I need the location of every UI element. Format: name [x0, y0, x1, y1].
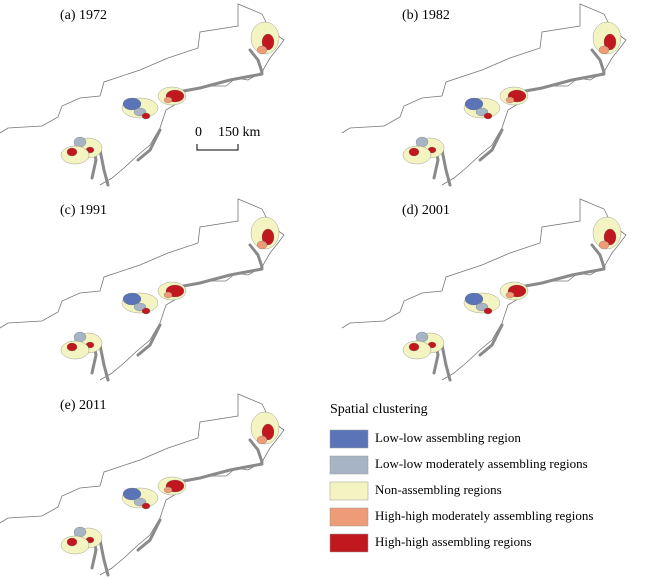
cluster-area: [163, 96, 173, 104]
panel-label: (d) 2001: [402, 203, 450, 218]
map-panel: (a) 1972 0 150 km: [0, 3, 285, 187]
cluster-area: [415, 331, 429, 343]
cluster-area: [261, 228, 275, 246]
cluster-area: [603, 33, 617, 51]
cluster-area: [475, 302, 489, 312]
coastline: [518, 267, 606, 289]
legend-label: Non-assembling regions: [375, 482, 502, 497]
cluster-area: [261, 33, 275, 51]
coastline: [590, 243, 606, 269]
cluster-area: [122, 97, 142, 111]
map-panel: (d) 2001: [341, 198, 627, 382]
panel-label: (a) 1972: [60, 8, 107, 23]
region-outline: [0, 3, 285, 186]
panel-label: (c) 1991: [60, 203, 107, 218]
legend-swatch: [329, 507, 369, 527]
cluster-area: [73, 331, 87, 343]
legend-swatch: [329, 429, 369, 449]
map-panels: (a) 1972 0 150 km (b) 1982 (c) 1991 (d) 2001 (…: [0, 3, 627, 577]
legend-swatch: [329, 481, 369, 501]
cluster-area: [483, 307, 493, 315]
cluster-area: [261, 423, 275, 441]
coastline: [176, 267, 264, 289]
coastline: [518, 72, 606, 94]
cluster-area: [141, 307, 151, 315]
cluster-area: [141, 112, 151, 120]
coastline: [248, 243, 264, 269]
map-panel: (b) 1982: [341, 3, 627, 187]
map-panel: (c) 1991: [0, 198, 285, 382]
coastline: [98, 343, 110, 382]
cluster-area: [122, 487, 142, 501]
coastline: [440, 343, 452, 382]
region-outline: [0, 198, 285, 381]
scale-start: 0: [195, 125, 202, 140]
cluster-area: [141, 502, 151, 510]
coastline: [136, 518, 162, 552]
coastline: [176, 72, 264, 94]
region-outline: [341, 3, 627, 186]
coastline: [590, 48, 606, 74]
panel-label: (e) 2011: [60, 398, 107, 413]
coastline: [478, 323, 504, 357]
coastline: [248, 48, 264, 74]
legend-label: High-high assembling regions: [375, 534, 532, 549]
cluster-area: [256, 435, 268, 445]
coastline: [478, 128, 504, 162]
coastline: [176, 462, 264, 484]
cluster-area: [505, 96, 515, 104]
cluster-area: [133, 107, 147, 117]
coastline: [136, 128, 162, 162]
legend-title: Spatial clustering: [330, 402, 428, 417]
cluster-area: [73, 136, 87, 148]
cluster-area: [66, 342, 78, 352]
legend-label: Low-low assembling region: [375, 430, 521, 445]
cluster-area: [256, 240, 268, 250]
cluster-area: [415, 136, 429, 148]
cluster-area: [464, 97, 484, 111]
cluster-area: [66, 537, 78, 547]
coastline: [98, 538, 110, 577]
region-outline: [341, 198, 627, 381]
cluster-area: [598, 240, 610, 250]
scale-bar: [196, 144, 239, 151]
cluster-area: [475, 107, 489, 117]
cluster-area: [483, 112, 493, 120]
cluster-area: [73, 526, 87, 538]
legend-swatch: [329, 455, 369, 475]
cluster-area: [505, 291, 515, 299]
cluster-area: [464, 292, 484, 306]
cluster-area: [133, 302, 147, 312]
cluster-area: [408, 147, 420, 157]
cluster-area: [122, 292, 142, 306]
cluster-area: [66, 147, 78, 157]
region-outline: [0, 393, 285, 576]
cluster-area: [408, 342, 420, 352]
coastline: [136, 323, 162, 357]
coastline: [440, 148, 452, 187]
legend-label: Low-low moderately assembling regions: [375, 456, 588, 471]
cluster-area: [163, 291, 173, 299]
panel-label: (b) 1982: [402, 8, 450, 23]
cluster-area: [133, 497, 147, 507]
legend: Spatial clustering Low-low assembling re…: [329, 402, 593, 553]
coastline: [248, 438, 264, 464]
legend-label: High-high moderately assembling regions: [375, 508, 593, 523]
legend-swatch: [329, 533, 369, 553]
cluster-area: [598, 45, 610, 55]
cluster-area: [603, 228, 617, 246]
coastline: [98, 148, 110, 187]
cluster-area: [256, 45, 268, 55]
map-panel: (e) 2011: [0, 393, 285, 577]
scale-end: 150 km: [218, 125, 261, 140]
cluster-area: [163, 486, 173, 494]
